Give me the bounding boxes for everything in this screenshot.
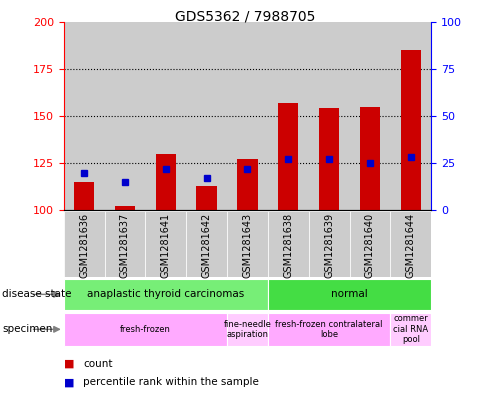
Text: disease state: disease state bbox=[2, 289, 72, 299]
Text: fresh-frozen contralateral
lobe: fresh-frozen contralateral lobe bbox=[275, 320, 383, 339]
Bar bbox=[268, 211, 309, 277]
Text: GSM1281640: GSM1281640 bbox=[365, 213, 375, 278]
Bar bbox=[237, 159, 258, 210]
Bar bbox=[319, 108, 339, 210]
Bar bbox=[309, 22, 349, 210]
Text: fresh-frozen: fresh-frozen bbox=[120, 325, 171, 334]
Bar bbox=[146, 22, 186, 210]
Bar bbox=[64, 313, 227, 345]
Bar bbox=[146, 211, 186, 277]
Bar bbox=[349, 22, 391, 210]
Text: GSM1281643: GSM1281643 bbox=[243, 213, 252, 278]
Bar bbox=[391, 22, 431, 210]
Text: ■: ■ bbox=[64, 377, 74, 387]
Text: GSM1281639: GSM1281639 bbox=[324, 213, 334, 278]
Text: GSM1281636: GSM1281636 bbox=[79, 213, 89, 278]
Bar bbox=[104, 211, 146, 277]
Text: GSM1281642: GSM1281642 bbox=[201, 213, 212, 278]
Bar bbox=[360, 107, 380, 210]
Bar bbox=[391, 313, 431, 345]
Text: normal: normal bbox=[331, 289, 368, 299]
Text: specimen: specimen bbox=[2, 324, 53, 334]
Text: GSM1281637: GSM1281637 bbox=[120, 213, 130, 278]
Bar bbox=[115, 206, 135, 210]
Bar bbox=[268, 22, 309, 210]
Bar bbox=[64, 279, 268, 310]
Bar bbox=[196, 186, 217, 210]
Bar bbox=[64, 22, 104, 210]
Bar bbox=[227, 313, 268, 345]
Text: GDS5362 / 7988705: GDS5362 / 7988705 bbox=[175, 10, 315, 24]
Text: count: count bbox=[83, 358, 113, 369]
Bar bbox=[349, 211, 391, 277]
Bar bbox=[401, 50, 421, 210]
Bar bbox=[64, 211, 104, 277]
Text: fine-needle
aspiration: fine-needle aspiration bbox=[223, 320, 271, 339]
Bar bbox=[74, 182, 94, 210]
Bar bbox=[227, 211, 268, 277]
Bar bbox=[309, 211, 349, 277]
Text: GSM1281638: GSM1281638 bbox=[283, 213, 294, 278]
Text: GSM1281644: GSM1281644 bbox=[406, 213, 416, 278]
Text: GSM1281641: GSM1281641 bbox=[161, 213, 171, 278]
Bar bbox=[104, 22, 146, 210]
Text: ■: ■ bbox=[64, 358, 74, 369]
Bar bbox=[268, 279, 431, 310]
Text: commer
cial RNA
pool: commer cial RNA pool bbox=[393, 314, 428, 344]
Bar bbox=[156, 154, 176, 210]
Bar bbox=[391, 211, 431, 277]
Text: anaplastic thyroid carcinomas: anaplastic thyroid carcinomas bbox=[87, 289, 245, 299]
Bar bbox=[268, 313, 391, 345]
Bar bbox=[227, 22, 268, 210]
Bar bbox=[186, 211, 227, 277]
Bar bbox=[278, 103, 298, 210]
Text: percentile rank within the sample: percentile rank within the sample bbox=[83, 377, 259, 387]
Bar bbox=[186, 22, 227, 210]
